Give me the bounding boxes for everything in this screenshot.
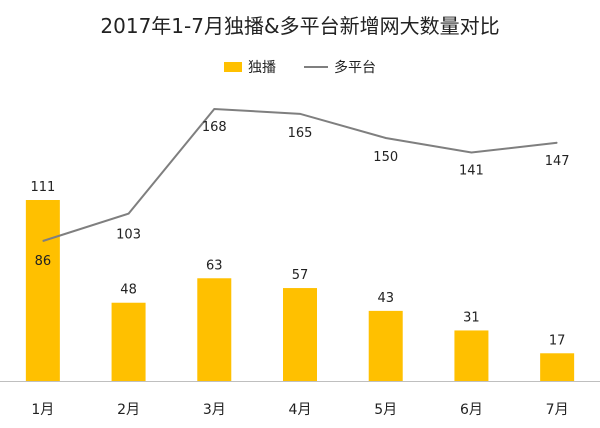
legend-line-label: 多平台 (334, 60, 376, 76)
line-value-label-2: 103 (116, 228, 141, 243)
line-value-label-3: 168 (202, 120, 227, 135)
legend-item-line: 多平台 (304, 57, 376, 77)
bar-3 (197, 278, 232, 381)
x-tick-label-5: 5月 (374, 402, 397, 418)
line-point-2 (128, 213, 130, 215)
x-tick-label-6: 6月 (460, 402, 483, 418)
x-tick-label-1: 1月 (31, 402, 54, 418)
bar-4 (283, 288, 317, 381)
line-value-label-5: 150 (373, 150, 398, 165)
line-point-3 (213, 108, 215, 110)
line-point-1 (42, 240, 44, 242)
line-value-label-6: 141 (459, 163, 484, 178)
bar-7 (540, 353, 575, 381)
bar-value-label-2: 48 (120, 283, 137, 298)
legend-bar-swatch (224, 62, 242, 72)
legend: 独播 多平台 (0, 57, 600, 77)
bar-value-label-1: 111 (30, 180, 55, 195)
bar-6 (454, 330, 489, 381)
x-tick-label-4: 4月 (289, 402, 312, 418)
x-tick-label-3: 3月 (203, 402, 226, 418)
line-point-7 (556, 142, 558, 144)
line-point-5 (385, 137, 387, 139)
line-point-6 (470, 151, 472, 153)
bar-value-label-6: 31 (463, 310, 480, 325)
legend-line-swatch (304, 66, 328, 68)
bar-value-label-4: 57 (292, 268, 309, 283)
line-point-4 (299, 113, 301, 115)
bar-1 (25, 200, 60, 381)
line-value-label-4: 165 (288, 126, 313, 141)
bar-5 (368, 310, 403, 381)
line-value-label-7: 147 (545, 154, 570, 169)
legend-bar-label: 独播 (248, 60, 276, 76)
line-value-label-1: 86 (35, 254, 52, 269)
bar-value-label-5: 43 (377, 291, 394, 306)
x-tick-label-7: 7月 (546, 402, 569, 418)
bar-value-label-7: 17 (549, 333, 566, 348)
legend-item-bar: 独播 (224, 57, 276, 77)
x-tick-label-2: 2月 (117, 402, 140, 418)
chart-title: 2017年1-7月独播&多平台新增网大数量对比 (100, 14, 500, 38)
bar-value-label-3: 63 (206, 258, 223, 273)
bar-2 (111, 302, 146, 381)
